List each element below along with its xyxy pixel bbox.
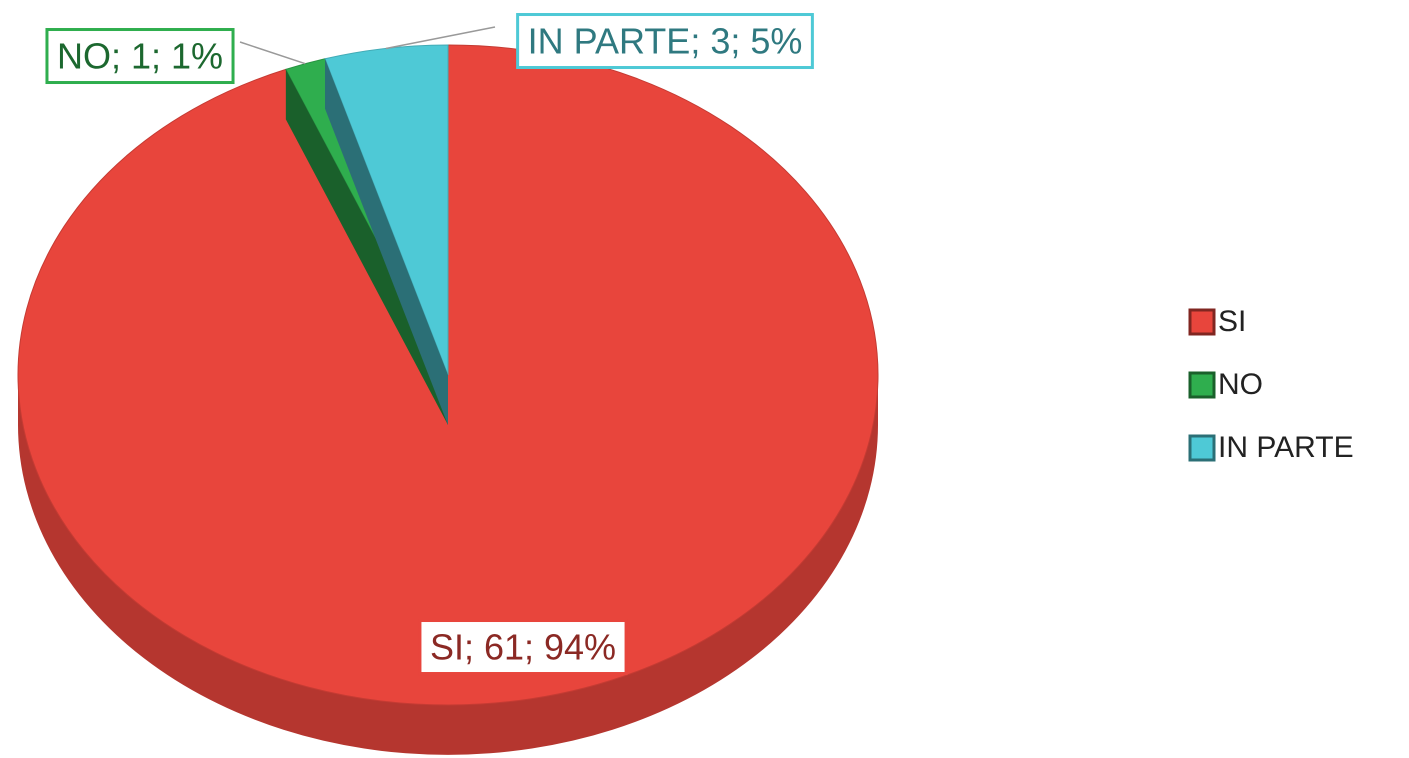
label-box (516, 13, 814, 70)
pie-slice-edge (285, 69, 448, 425)
legend: SI NO IN PARTE (1188, 305, 1354, 464)
label-box (45, 28, 235, 85)
legend-swatch (1188, 308, 1216, 336)
data-labels: SI; 61; 94% NO; 1; 1% IN PARTE; 3; 5% (45, 13, 814, 676)
data-label: NO; 1; 1% (57, 36, 223, 77)
legend-label: IN PARTE (1218, 431, 1354, 464)
pie-tops (17, 44, 879, 706)
leader-line (385, 26, 496, 50)
legend-label: SI (1218, 305, 1246, 338)
legend-swatch (1188, 434, 1216, 462)
data-label: IN PARTE; 3; 5% (528, 21, 803, 62)
legend-label: NO (1218, 368, 1263, 401)
label-box (418, 619, 628, 676)
legend-swatch (1188, 371, 1216, 399)
pie-slice-edge (325, 58, 448, 426)
leader-line (239, 41, 306, 65)
pie-slice (324, 44, 449, 376)
data-label: SI; 61; 94% (430, 627, 616, 668)
